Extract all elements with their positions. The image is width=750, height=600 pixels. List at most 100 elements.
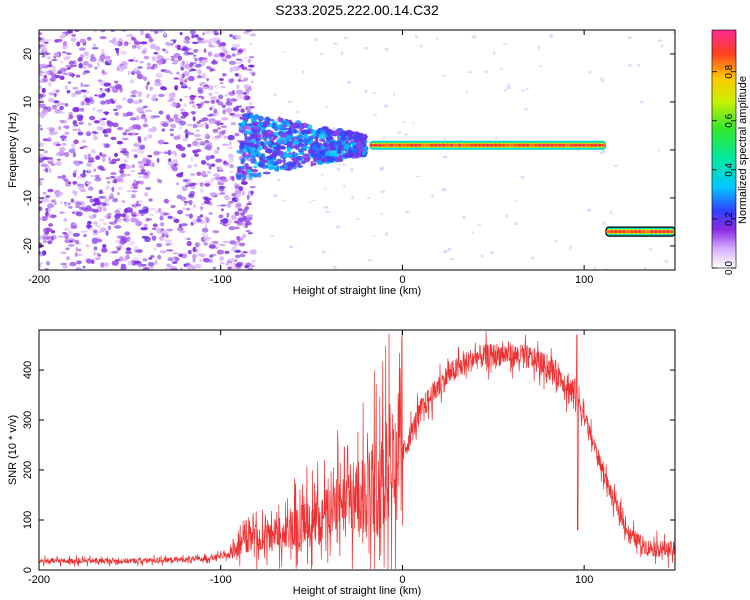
- noise-blob: [39, 180, 43, 187]
- noise-blob: [68, 71, 74, 75]
- carrier-line-peak: [613, 230, 618, 234]
- noise-blob: [219, 192, 226, 195]
- noise-blob: [133, 143, 140, 147]
- transition-blob: [258, 120, 262, 126]
- carrier-line-peak: [657, 230, 662, 234]
- noise-blob: [78, 206, 86, 211]
- noise-blob: [219, 78, 224, 81]
- noise-blob: [88, 153, 91, 158]
- noise-blob: [137, 264, 143, 268]
- noise-blob: [69, 240, 73, 243]
- noise-blob: [613, 164, 618, 167]
- noise-blob: [170, 58, 175, 61]
- noise-blob: [225, 107, 233, 113]
- carrier-line-peak: [377, 143, 382, 147]
- noise-blob: [236, 89, 244, 95]
- transition-blob: [362, 150, 367, 156]
- noise-blob: [195, 248, 199, 253]
- noise-blob: [93, 246, 98, 251]
- noise-blob: [89, 198, 94, 203]
- noise-blob: [204, 146, 212, 150]
- noise-blob: [138, 199, 143, 204]
- transition-blob: [337, 148, 341, 154]
- noise-blob: [194, 263, 202, 269]
- noise-blob: [98, 195, 106, 199]
- noise-blob: [90, 174, 96, 178]
- noise-blob: [467, 71, 472, 74]
- noise-blob: [48, 127, 55, 133]
- noise-blob: [187, 132, 195, 135]
- carrier-line-peak: [393, 143, 398, 147]
- noise-blob: [168, 117, 175, 122]
- noise-blob: [242, 233, 246, 239]
- noise-blob: [169, 128, 175, 132]
- noise-blob: [132, 263, 138, 266]
- transition-blob: [297, 134, 304, 140]
- noise-blob: [131, 214, 137, 217]
- snr-panel: -200 -100 0 100 0 100 200 300 400 Height of stra…: [7, 329, 676, 597]
- transition-blob: [301, 148, 307, 152]
- noise-blob: [46, 260, 50, 265]
- noise-blob: [245, 222, 252, 226]
- noise-blob: [77, 184, 85, 191]
- noise-blob: [76, 260, 82, 265]
- noise-blob: [107, 215, 111, 219]
- noise-blob: [194, 57, 198, 62]
- noise-blob: [111, 186, 115, 192]
- noise-blob: [180, 115, 187, 119]
- noise-blob: [121, 213, 126, 218]
- noise-blob: [81, 139, 87, 143]
- noise-blob: [203, 121, 208, 126]
- noise-blob: [72, 232, 80, 237]
- noise-blob: [81, 230, 89, 233]
- carrier-line-peak: [573, 143, 578, 147]
- noise-blob: [229, 67, 233, 73]
- transition-blob: [238, 144, 244, 150]
- noise-blob: [92, 208, 100, 213]
- noise-blob: [92, 229, 98, 234]
- carrier-line-peak: [385, 143, 390, 147]
- noise-blob: [272, 193, 278, 198]
- y-tick-label: 0: [22, 567, 34, 573]
- transition-blob: [355, 142, 363, 149]
- noise-blob: [149, 43, 157, 50]
- noise-blob: [112, 197, 119, 203]
- noise-blob: [53, 52, 60, 57]
- noise-blob: [173, 217, 177, 221]
- noise-blob: [46, 127, 51, 130]
- noise-blob: [128, 59, 135, 62]
- noise-blob: [242, 96, 246, 100]
- noise-blob: [72, 180, 78, 185]
- noise-blob: [548, 33, 554, 38]
- transition-blob: [340, 136, 348, 141]
- noise-blob: [85, 181, 92, 185]
- noise-blob: [73, 139, 79, 145]
- noise-blob: [106, 87, 111, 93]
- noise-blob: [228, 60, 237, 65]
- noise-blob: [118, 207, 122, 211]
- transition-blob: [337, 141, 342, 146]
- noise-blob: [47, 213, 52, 219]
- noise-blob: [74, 162, 80, 167]
- noise-blob: [229, 112, 236, 116]
- noise-blob: [240, 79, 245, 83]
- carrier-line-peak: [517, 143, 522, 147]
- transition-blob: [303, 132, 308, 139]
- noise-blob: [109, 192, 114, 198]
- noise-blob: [366, 197, 371, 199]
- noise-blob: [158, 110, 164, 115]
- noise-blob: [70, 92, 77, 98]
- noise-blob: [191, 41, 199, 44]
- noise-blob: [48, 167, 52, 174]
- noise-blob: [481, 254, 484, 258]
- noise-blob: [137, 136, 141, 141]
- carrier-line-peak: [369, 143, 374, 147]
- noise-blob: [57, 150, 65, 154]
- transition-blob: [252, 139, 257, 144]
- noise-blob: [170, 97, 175, 102]
- noise-blob: [224, 196, 231, 201]
- spectrogram-ylabel: Frequency (Hz): [7, 112, 19, 188]
- noise-blob: [39, 263, 42, 269]
- noise-blob: [220, 46, 227, 52]
- noise-blob: [175, 173, 183, 177]
